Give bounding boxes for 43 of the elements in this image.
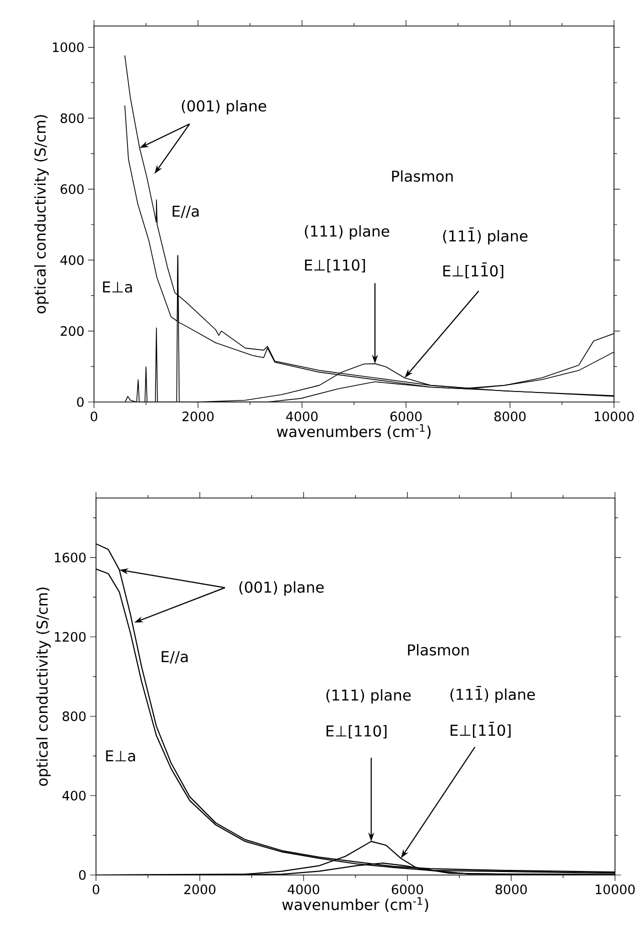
- annotation: Plasmon: [408, 644, 469, 656]
- x-tick-label: 6000: [392, 884, 424, 894]
- x-tick-label: 10000: [594, 412, 634, 422]
- annotation: E//a: [172, 206, 199, 218]
- y-tick-label: 0: [79, 870, 86, 880]
- y-tick-label: 1600: [54, 552, 86, 562]
- y-tick-label: 200: [60, 326, 84, 336]
- y-axis-title: optical conductivity (S/cm): [34, 115, 49, 314]
- x-tick-label: 10000: [596, 884, 635, 894]
- annotation: E//a: [162, 651, 188, 664]
- x-axis-title: wavenumber (cm$^{-1}$): [282, 897, 428, 912]
- annotation: E⊥a: [106, 750, 135, 762]
- annotation: (111̄) plane: [450, 686, 535, 703]
- annotation: Plasmon: [392, 170, 453, 182]
- y-tick-label: 1200: [54, 632, 86, 642]
- x-tick-label: 2000: [182, 412, 214, 422]
- x-tick-label: 8000: [494, 412, 526, 422]
- x-tick-label: 8000: [496, 884, 527, 894]
- x-tick-label: 4000: [288, 884, 320, 894]
- annotation: (111) plane: [304, 225, 390, 240]
- y-tick-label: 600: [60, 184, 84, 194]
- y-tick-label: 800: [62, 711, 86, 722]
- annotation: E⊥a: [103, 282, 132, 293]
- y-axis-title: optical conductivity (S/cm): [36, 588, 51, 786]
- annotation: E⊥[11̄0]: [443, 262, 504, 278]
- x-tick-label: 0: [90, 412, 98, 422]
- x-tick-label: 0: [92, 884, 100, 894]
- x-tick-label: 6000: [390, 412, 422, 422]
- annotation: (001) plane: [182, 100, 266, 114]
- annotation: (001) plane: [239, 581, 324, 596]
- annotation: E⊥[110]: [326, 725, 386, 738]
- y-tick-label: 800: [60, 113, 84, 124]
- annotation: (111) plane: [326, 689, 411, 704]
- y-tick-label: 400: [62, 790, 86, 801]
- y-tick-label: 400: [60, 255, 84, 266]
- annotation: E⊥[11̄0]: [450, 722, 511, 738]
- x-tick-label: 2000: [184, 884, 216, 894]
- annotation: (111̄) plane: [443, 228, 528, 244]
- y-tick-label: 1000: [52, 42, 84, 52]
- y-tick-label: 0: [77, 397, 84, 407]
- x-axis-title: wavenumbers (cm$^{-1}$): [276, 424, 431, 439]
- annotation: E⊥[110]: [305, 259, 365, 272]
- x-tick-label: 4000: [286, 412, 318, 422]
